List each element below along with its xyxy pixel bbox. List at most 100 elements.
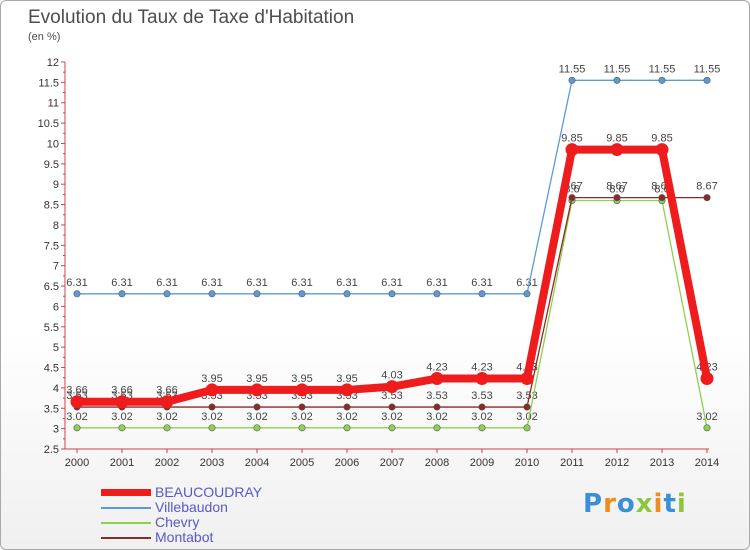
data-point [73,290,81,298]
data-point [433,403,441,411]
data-label: 6.31 [201,277,222,289]
legend-swatch [101,489,151,496]
data-label: 6.31 [111,277,132,289]
data-point [703,194,711,202]
y-tick-label: 12 [47,57,59,69]
x-tick-label: 2007 [380,457,404,469]
data-point [340,383,354,397]
data-point [160,395,174,409]
y-tick-label: 5 [53,342,59,354]
data-point [568,76,576,84]
y-tick-label: 6.5 [44,281,59,293]
logo-letter: i [653,489,664,519]
data-label: 6.31 [471,277,492,289]
x-tick-label: 2003 [200,457,224,469]
logo-letter: i [676,489,687,519]
data-label: 9.85 [651,133,672,145]
y-tick-label: 3.5 [44,403,59,415]
data-point [70,395,84,409]
legend-label: BEAUCOUDRAY [155,484,263,500]
data-point [388,403,396,411]
legend-item: Chevry [101,515,262,530]
logo-letter: x [635,489,654,519]
data-label: 11.55 [649,63,676,75]
data-label: 3.02 [516,411,537,423]
data-point [343,290,351,298]
axes: 2.5 3 3.5 4 4.5 5 5.5 6 6.5 7 7.5 8 8.5 9 9.5 10 10.5 11 1… [38,57,720,469]
data-label: 3.95 [291,373,312,385]
data-point [658,76,666,84]
data-label: 3.95 [201,373,222,385]
legend-label: Montabot [155,529,214,545]
data-label: 3.53 [471,390,492,402]
data-label: 3.95 [246,373,267,385]
data-point [298,290,306,298]
x-tick-label: 2006 [335,457,359,469]
data-label: 8.6 [609,184,624,196]
data-point [208,403,216,411]
x-tick-label: 2008 [425,457,449,469]
x-tick-label: 2014 [695,457,719,469]
data-point [433,424,441,432]
data-point [433,290,441,298]
y-tick-label: 2.5 [44,444,59,456]
data-point [253,290,261,298]
data-label: 6.31 [516,277,537,289]
data-point [163,290,171,298]
data-label: 6.31 [381,277,402,289]
data-label: 11.55 [694,63,721,75]
data-point [163,424,171,432]
x-tick-label: 2011 [560,457,584,469]
logo-letter: r [603,489,617,519]
x-tick-label: 2005 [290,457,314,469]
legend-label: Chevry [155,514,200,530]
y-unit-label: (en %) [28,31,61,43]
x-tick-label: 2001 [110,457,134,469]
x-tick-label: 2000 [65,457,89,469]
data-label: 8.67 [696,181,717,193]
data-label: 6.31 [336,277,357,289]
data-label: 3.02 [291,411,312,423]
data-point [523,290,531,298]
data-label: 4.03 [381,370,402,382]
data-point [430,372,444,386]
y-tick-label: 5.5 [44,322,59,334]
x-tick-label: 2012 [605,457,629,469]
y-tick-label: 7 [53,261,59,273]
data-point [520,372,534,386]
data-label: 11.55 [559,63,586,75]
data-point [523,424,531,432]
data-point [115,395,129,409]
data-point [610,143,624,157]
legend: BEAUCOUDRAY Villebaudon Chevry Montabot [101,485,262,545]
y-tick-label: 7.5 [44,240,59,252]
data-point [118,290,126,298]
series-layer: 6.31 6.31 6.31 6.31 6.31 6.31 6.31 6.31 6.31 6.31… [66,63,721,432]
data-label: 6.31 [291,277,312,289]
data-label: 3.02 [336,411,357,423]
x-tick-label: 2009 [470,457,494,469]
data-label: 3.66 [156,385,177,397]
y-tick-label: 9.5 [44,159,59,171]
series-villebaudon [73,76,711,298]
legend-swatch [101,521,151,524]
logo-letter: t [663,489,677,519]
y-tick-label: 4 [53,383,59,395]
data-label: 3.02 [381,411,402,423]
logo-letter: o [616,489,636,519]
data-point [73,424,81,432]
data-point [388,290,396,298]
data-point [613,194,621,202]
data-point [205,383,219,397]
data-label: 9.85 [561,133,582,145]
y-tick-label: 10.5 [38,118,59,130]
data-label: 3.02 [111,411,132,423]
data-point [703,424,711,432]
data-label: 4.23 [426,362,447,374]
data-point [565,143,579,157]
chart-title: Evolution du Taux de Taxe d'Habitation [28,7,355,28]
x-tick-label: 2002 [155,457,179,469]
data-point [253,403,261,411]
series-montabot [73,194,711,411]
data-label: 3.02 [696,411,717,423]
